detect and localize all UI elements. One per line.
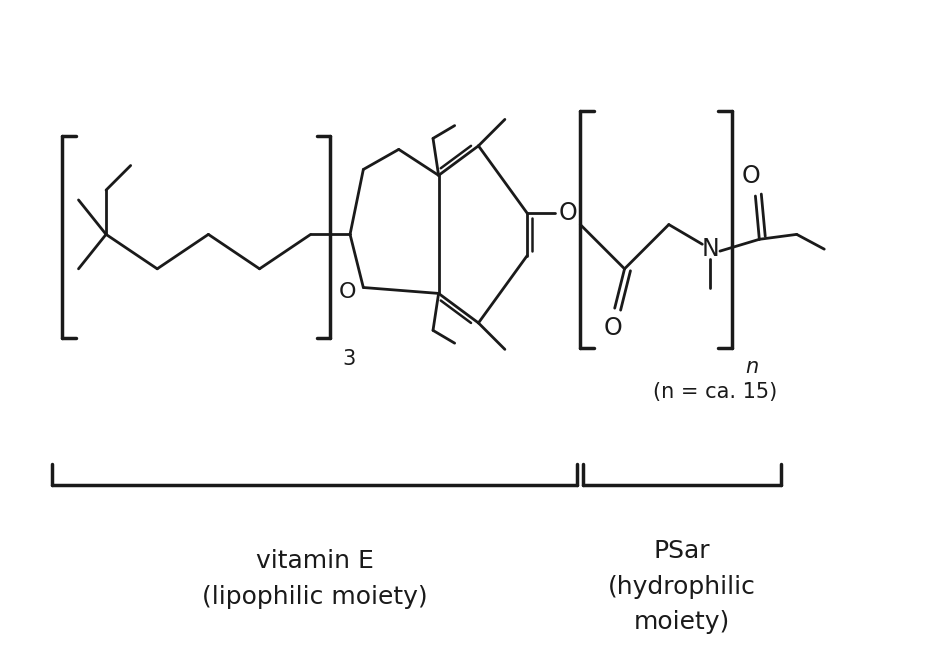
Text: O: O [603, 316, 622, 340]
Text: vitamin E
(lipophilic moiety): vitamin E (lipophilic moiety) [201, 549, 428, 609]
Text: O: O [560, 201, 578, 225]
Text: 3: 3 [342, 349, 355, 369]
Text: (n = ca. 15): (n = ca. 15) [653, 382, 777, 402]
Text: N: N [701, 237, 719, 261]
Text: PSar
(hydrophilic
moiety): PSar (hydrophilic moiety) [608, 539, 756, 634]
Text: O: O [339, 282, 356, 302]
Text: O: O [742, 164, 761, 189]
Text: n: n [746, 357, 759, 377]
